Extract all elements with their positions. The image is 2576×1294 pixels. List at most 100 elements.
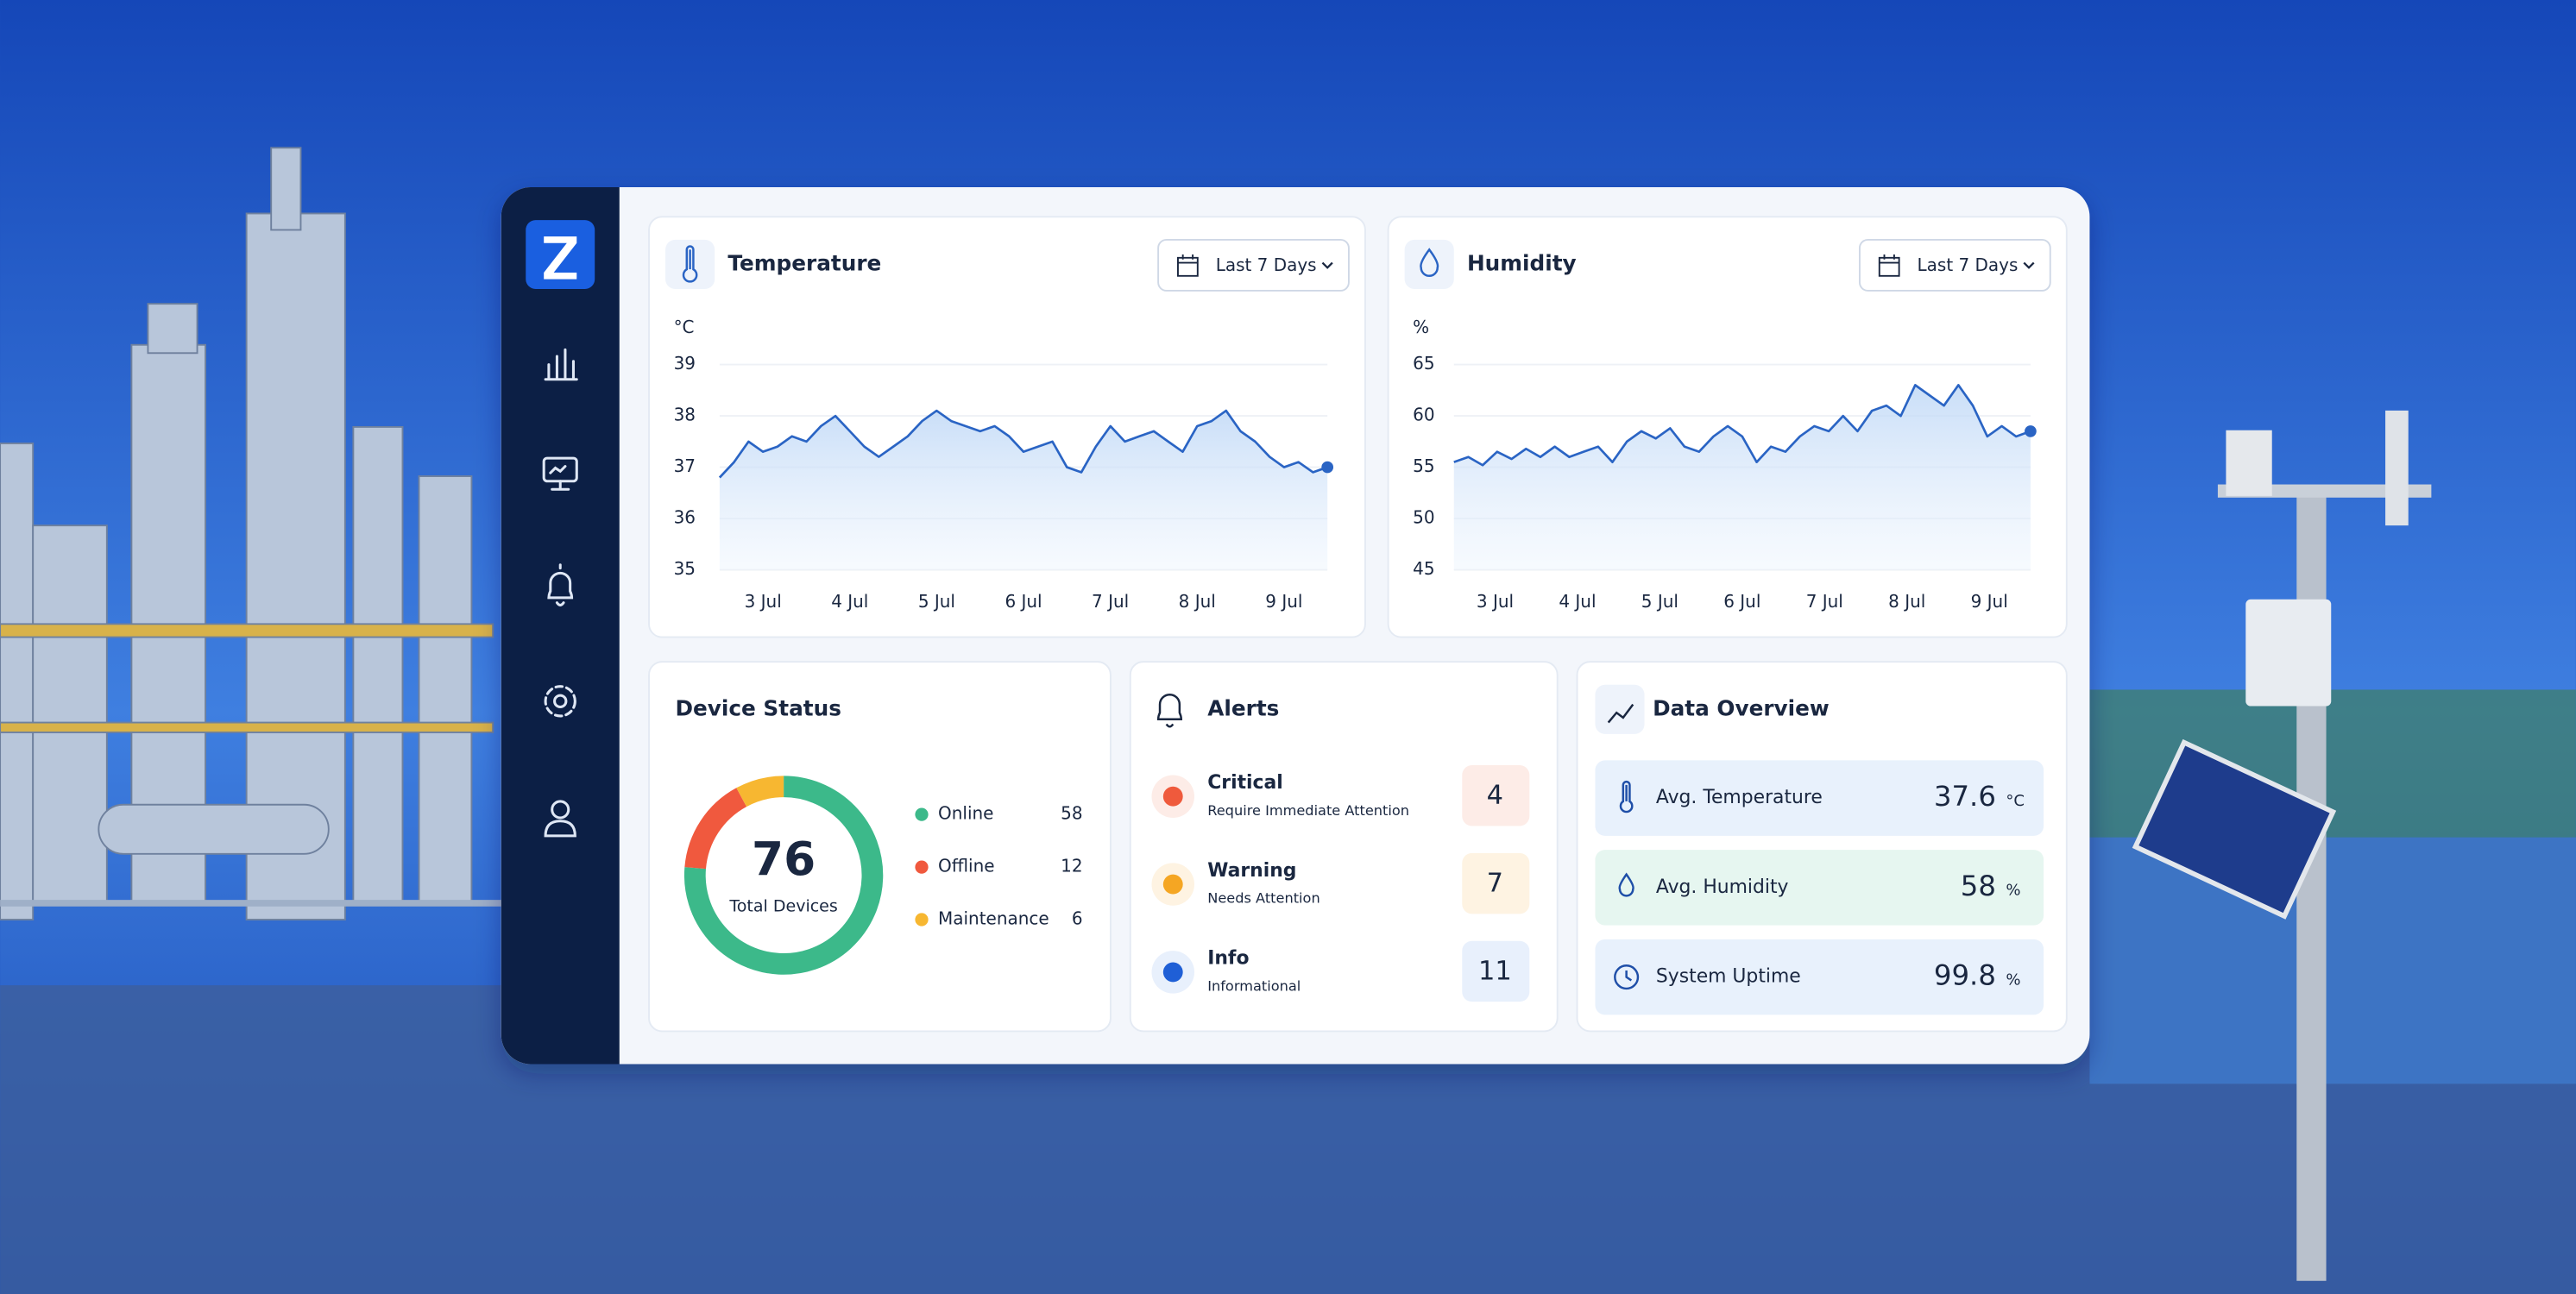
- icon-box: [1595, 684, 1645, 734]
- nav-settings[interactable]: [544, 685, 576, 718]
- alert-count-box: [1462, 765, 1530, 826]
- legend-value: 12: [1061, 856, 1082, 876]
- alert-description: Needs Attention: [1207, 890, 1319, 907]
- overview-label: System Uptime: [1656, 966, 1801, 988]
- legend-label: Online: [938, 803, 993, 824]
- humidity-range: Last 7 Days: [1918, 254, 2019, 275]
- x-tick-label: 9 Jul: [1265, 591, 1302, 612]
- area-fill: [719, 411, 1328, 570]
- y-tick-label: 45: [1413, 558, 1434, 579]
- device-status-panel: [648, 661, 1112, 1033]
- area-fill: [1453, 385, 2031, 570]
- alert-description: Informational: [1207, 978, 1301, 995]
- x-tick-label: 5 Jul: [918, 591, 955, 612]
- overview-row: [1595, 850, 2044, 926]
- x-tick-label: 9 Jul: [1971, 591, 2008, 612]
- nav-alerts[interactable]: [547, 563, 574, 606]
- temperature-range: Last 7 Days: [1216, 254, 1317, 275]
- overview-row: [1595, 760, 2044, 836]
- alerts-title: Alerts: [1207, 695, 1279, 720]
- overview-icon: [1618, 872, 1634, 897]
- legend-dot: [915, 913, 929, 927]
- thermometer-icon: [682, 245, 698, 283]
- nav-analytics[interactable]: [544, 348, 578, 381]
- legend-value: 6: [1072, 908, 1083, 928]
- last-point: [2025, 425, 2037, 437]
- alert-dot: [1162, 874, 1183, 895]
- legend-dot: [915, 807, 929, 821]
- overview-value: 58: [1961, 870, 1996, 902]
- donut-segment: [683, 776, 884, 975]
- alert-count: 7: [1487, 869, 1503, 899]
- y-tick-label: 60: [1413, 405, 1434, 425]
- y-tick-label: 65: [1413, 353, 1434, 374]
- sidebar: [501, 187, 620, 1065]
- line: [718, 409, 1328, 479]
- overview-unit: %: [2006, 882, 2020, 900]
- legend-dot: [915, 860, 929, 874]
- x-tick-label: 6 Jul: [1005, 591, 1042, 612]
- alert-name: Warning: [1207, 860, 1296, 882]
- trend-icon: [1607, 703, 1634, 724]
- humidity-unit: %: [1413, 317, 1429, 337]
- water: [2089, 837, 2576, 1084]
- nav-monitor[interactable]: [542, 456, 578, 491]
- x-tick-label: 8 Jul: [1179, 591, 1216, 612]
- line: [1453, 384, 2031, 467]
- y-tick-label: 35: [674, 558, 696, 579]
- alert-count-box: [1462, 940, 1530, 1002]
- x-tick-label: 3 Jul: [1477, 591, 1514, 612]
- range-dropdown[interactable]: [1858, 238, 2051, 292]
- legend-label: Maintenance: [938, 908, 1049, 928]
- y-tick-label: 38: [674, 405, 696, 425]
- alert-name: Critical: [1207, 772, 1283, 794]
- alert-description: Require Immediate Attention: [1207, 802, 1409, 819]
- temperature-title: Temperature: [727, 250, 881, 275]
- x-tick-label: 8 Jul: [1888, 591, 1925, 612]
- total-label: Total Devices: [728, 896, 837, 915]
- chevron: [1321, 261, 1333, 269]
- x-tick-label: 4 Jul: [1559, 591, 1596, 612]
- railing: [0, 900, 501, 907]
- icon-box: [1404, 239, 1454, 290]
- total-devices: 76: [752, 832, 816, 886]
- x-tick-label: 7 Jul: [1092, 591, 1129, 612]
- overview-row: [1595, 939, 2044, 1015]
- overview-value: 99.8: [1934, 959, 1996, 992]
- industrial-plant: [0, 147, 494, 920]
- x-tick-label: 7 Jul: [1806, 591, 1843, 612]
- y-tick-label: 50: [1413, 507, 1434, 528]
- device-status-title: Device Status: [675, 695, 841, 720]
- chevron: [2023, 261, 2035, 269]
- y-tick-label: 37: [674, 455, 696, 476]
- y-tick-label: 55: [1413, 455, 1434, 476]
- alert-count: 4: [1487, 781, 1503, 811]
- temperature-unit: °C: [674, 317, 695, 337]
- y-tick-label: 39: [674, 353, 696, 374]
- humidity-title: Humidity: [1467, 250, 1577, 275]
- y-tick-label: 36: [674, 507, 696, 528]
- logo-glyph: [544, 236, 577, 280]
- alert-count: 11: [1478, 956, 1512, 986]
- overview-icon: [1619, 780, 1634, 813]
- overview-value: 37.6: [1934, 780, 1996, 813]
- droplet-icon: [1420, 248, 1439, 278]
- legend-value: 58: [1061, 803, 1082, 824]
- donut-segment: [736, 776, 784, 807]
- x-tick-label: 6 Jul: [1723, 591, 1760, 612]
- bell-icon: [1156, 694, 1183, 728]
- range-dropdown[interactable]: [1157, 238, 1350, 292]
- donut-segment: [684, 788, 747, 870]
- overview-unit: °C: [2006, 792, 2025, 810]
- x-tick-label: 5 Jul: [1641, 591, 1678, 612]
- nav-profile[interactable]: [544, 800, 576, 838]
- alerts-panel: [1129, 661, 1559, 1033]
- overview-icon: [1614, 964, 1640, 990]
- alert-dot: [1162, 786, 1183, 807]
- data-overview-panel: [1576, 661, 2068, 1033]
- data-overview-title: Data Overview: [1653, 695, 1830, 720]
- alert-count-box: [1462, 852, 1530, 914]
- legend-label: Offline: [938, 856, 995, 876]
- last-point: [1321, 461, 1334, 474]
